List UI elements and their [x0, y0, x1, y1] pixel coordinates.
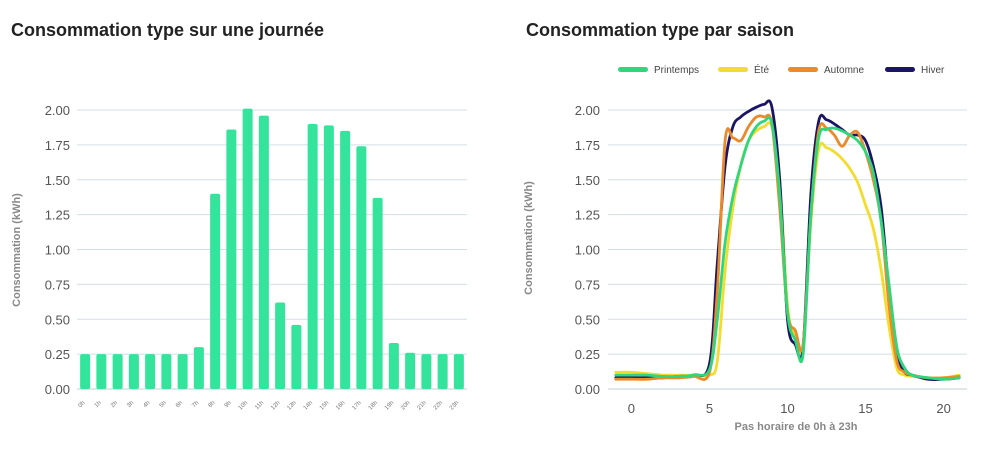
daily-y-tick-label: 0.25: [45, 347, 70, 362]
daily-bar: [145, 354, 156, 389]
season-series-line: [614, 121, 961, 380]
season-series-line: [614, 99, 961, 381]
season-legend-swatch: [788, 67, 818, 72]
daily-x-tick-label: 13h: [286, 400, 297, 411]
daily-x-tick-label: 20h: [400, 400, 411, 411]
daily-bar: [405, 352, 416, 389]
season-y-tick-label: 2.00: [575, 103, 600, 118]
daily-y-tick-label: 1.25: [45, 208, 70, 223]
daily-bar: [388, 342, 399, 389]
daily-bar: [291, 324, 302, 389]
daily-bar: [226, 129, 237, 389]
daily-bar: [258, 115, 269, 389]
daily-x-tick-label: 9h: [224, 400, 233, 409]
season-x-axis-label: Pas horaire de 0h à 23h: [735, 421, 858, 433]
daily-x-tick-label: 22h: [433, 400, 444, 411]
daily-bar: [193, 347, 204, 389]
season-y-tick-label: 1.75: [575, 138, 600, 153]
season-x-tick-label: 5: [706, 401, 713, 416]
daily-x-tick-label: 11h: [254, 400, 265, 411]
daily-bar: [453, 354, 464, 389]
daily-bar: [128, 354, 139, 389]
season-y-tick-label: 0.75: [575, 277, 600, 292]
daily-x-tick-label: 4h: [143, 400, 152, 409]
daily-y-tick-label: 0.00: [45, 382, 70, 397]
daily-bar: [307, 123, 318, 389]
season-legend-swatch: [885, 67, 915, 72]
daily-bar: [275, 302, 286, 389]
season-x-tick-label: 0: [628, 401, 635, 416]
daily-x-tick-label: 23h: [449, 400, 460, 411]
season-legend-label: Printemps: [654, 65, 699, 76]
season-legend-label: Hiver: [921, 65, 945, 76]
season-series-line: [614, 116, 961, 381]
daily-bar: [161, 354, 172, 389]
season-chart-title: Consommation type par saison: [526, 20, 795, 40]
daily-x-tick-label: 0h: [78, 400, 87, 409]
season-x-tick-label: 20: [936, 401, 950, 416]
daily-bar: [323, 125, 334, 389]
daily-bar: [340, 130, 351, 390]
daily-bar: [242, 108, 253, 389]
daily-bar: [177, 354, 188, 389]
daily-x-tick-label: 7h: [191, 400, 200, 409]
season-y-tick-label: 1.00: [575, 243, 600, 258]
daily-bar: [437, 354, 448, 389]
season-x-tick-label: 10: [780, 401, 794, 416]
season-y-tick-label: 0.50: [575, 312, 600, 327]
daily-bar: [96, 354, 107, 389]
daily-x-tick-label: 2h: [110, 400, 119, 409]
daily-grid: [77, 109, 467, 390]
daily-consumption-bar-chart: 0.00 0.25 0.50 0.75 1.00 1.25 1.50 1.75 2.00 0h 1h…: [11, 103, 467, 411]
daily-bar: [210, 193, 221, 389]
daily-x-tick-label: 18h: [368, 400, 379, 411]
season-legend-swatch: [718, 67, 748, 72]
daily-x-tick-label: 16h: [335, 400, 346, 411]
season-series-line: [614, 113, 961, 381]
daily-chart-title: Consommation type sur une journée: [11, 20, 325, 40]
season-legend-swatch: [618, 67, 648, 72]
daily-bar: [421, 354, 432, 389]
daily-y-tick-label: 1.00: [45, 243, 70, 258]
season-x-tick-label: 15: [858, 401, 872, 416]
daily-x-tick-label: 15h: [319, 400, 330, 411]
daily-bar: [112, 354, 123, 389]
daily-y-tick-label: 2.00: [45, 103, 70, 118]
daily-x-tick-label: 12h: [270, 400, 281, 411]
season-legend-label: Été: [754, 63, 769, 76]
daily-y-axis-label: Consommation (kWh): [11, 193, 23, 307]
daily-y-tick-label: 1.50: [45, 173, 70, 188]
daily-x-tick-label: 8h: [208, 400, 217, 409]
daily-x-tick-label: 3h: [126, 400, 135, 409]
daily-y-tick-label: 0.50: [45, 312, 70, 327]
seasonal-consumption-panel: Consommation type par saison 0.00 0.25 0.5…: [500, 0, 991, 449]
season-y-tick-label: 1.25: [575, 208, 600, 223]
daily-bar: [80, 354, 91, 389]
daily-x-tick-label: 21h: [416, 400, 427, 411]
daily-x-tick-label: 5h: [159, 400, 168, 409]
season-y-tick-label: 0.25: [575, 347, 600, 362]
daily-x-tick-label: 17h: [351, 400, 362, 411]
season-y-axis-label: Consommation (kWh): [523, 181, 535, 295]
daily-y-tick-label: 0.75: [45, 277, 70, 292]
daily-x-tick-label: 1h: [94, 400, 103, 409]
daily-consumption-panel: Consommation type sur une journée 0.00 0.…: [0, 0, 490, 449]
daily-bar: [356, 146, 367, 389]
daily-y-tick-label: 1.75: [45, 138, 70, 153]
daily-bar: [372, 197, 383, 389]
daily-x-tick-label: 14h: [303, 400, 314, 411]
daily-x-tick-label: 6h: [175, 400, 184, 409]
seasonal-consumption-line-chart: 0.00 0.25 0.50 0.75 1.00 1.25 1.50 1.75 2.00 0 5 10…: [523, 63, 967, 433]
daily-x-tick-label: 10h: [238, 400, 249, 411]
season-y-tick-label: 1.50: [575, 173, 600, 188]
daily-x-tick-label: 19h: [384, 400, 395, 411]
season-y-tick-label: 0.00: [575, 382, 600, 397]
season-legend-label: Automne: [824, 65, 864, 76]
